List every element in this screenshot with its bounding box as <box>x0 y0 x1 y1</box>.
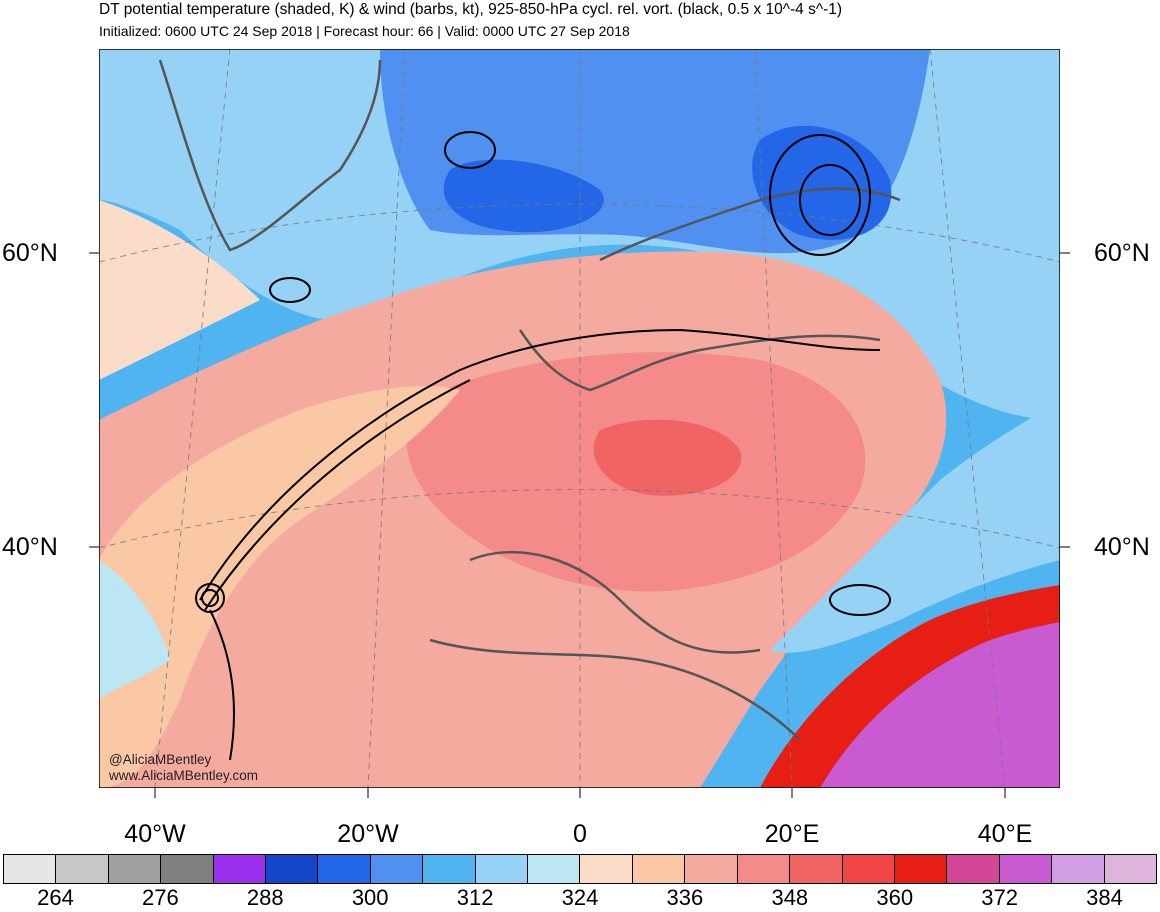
colorbar-tick-label: 324 <box>561 885 599 910</box>
lon-label-20e: 20°E <box>764 820 820 848</box>
axis-ticks <box>89 252 1070 798</box>
colorbar-cell <box>370 855 424 883</box>
colorbar-cell <box>475 855 529 883</box>
lon-label-40e: 40°E <box>977 820 1033 848</box>
hot-core <box>593 419 742 496</box>
cold-pocket-a <box>443 159 604 233</box>
coastlines <box>158 59 901 741</box>
colorbar-cell <box>1104 855 1156 883</box>
graticule <box>99 49 1060 788</box>
colorbar-cell <box>161 855 214 883</box>
watermark-handle: @AliciaMBentley <box>109 752 212 767</box>
lon-label-20w: 20°W <box>337 820 399 848</box>
colorbar-cell <box>580 855 633 883</box>
lat-label-60n-right: 60°N <box>1094 239 1150 267</box>
colorbar-cell <box>528 855 581 883</box>
cool-pocket-southwest <box>99 560 170 700</box>
colorbar-cell <box>947 855 1000 883</box>
colorbar <box>3 854 1157 884</box>
lon-label-40w: 40°W <box>124 820 186 848</box>
colorbar-tick-label: 384 <box>1086 885 1123 910</box>
colorbar-cell <box>737 855 791 883</box>
colorbar-cell <box>213 855 267 883</box>
colorbar-cell <box>790 855 843 883</box>
colorbar-cell <box>266 855 319 883</box>
vorticity-contours <box>195 131 891 761</box>
colorbar-cell <box>56 855 109 883</box>
colorbar-cell <box>842 855 895 883</box>
east-cold-tongue <box>770 400 1060 653</box>
colorbar-tick-label: 300 <box>351 885 389 910</box>
east-hottest-region <box>820 622 1060 788</box>
colorbar-cell <box>632 855 686 883</box>
lon-label-0: 0 <box>573 820 587 848</box>
chart-title: DT potential temperature (shaded, K) & w… <box>99 1 843 18</box>
lat-label-60n-left: 60°N <box>2 239 58 267</box>
atlantic-warm-band <box>99 386 460 788</box>
colorbar-tick-label: 348 <box>771 885 809 910</box>
colorbar-cell <box>894 855 948 883</box>
colorbar-cell <box>999 855 1053 883</box>
lat-label-40n-left: 40°N <box>2 533 58 561</box>
chart-subtitle: Initialized: 0600 UTC 24 Sep 2018 | Fore… <box>99 23 630 39</box>
watermark-url: www.AliciaMBentley.com <box>109 768 259 783</box>
colorbar-cell <box>423 855 476 883</box>
colorbar-tick-label: 312 <box>456 885 494 910</box>
colorbar-tick-label: 360 <box>876 885 914 910</box>
cool-tongue-atlantic <box>99 200 260 380</box>
colorbar-cell <box>685 855 738 883</box>
lat-label-40n-right: 40°N <box>1094 533 1150 561</box>
colorbar-tick-label: 336 <box>666 885 704 910</box>
colorbar-cell <box>1052 855 1105 883</box>
colorbar-cell <box>4 855 57 883</box>
colorbar-cell <box>108 855 162 883</box>
colorbar-tick-label: 276 <box>142 885 179 910</box>
colorbar-tick-label: 264 <box>37 885 74 910</box>
colorbar-tick-label: 288 <box>246 885 284 910</box>
colorbar-tick-label: 372 <box>981 885 1018 910</box>
colorbar-cell <box>318 855 371 883</box>
